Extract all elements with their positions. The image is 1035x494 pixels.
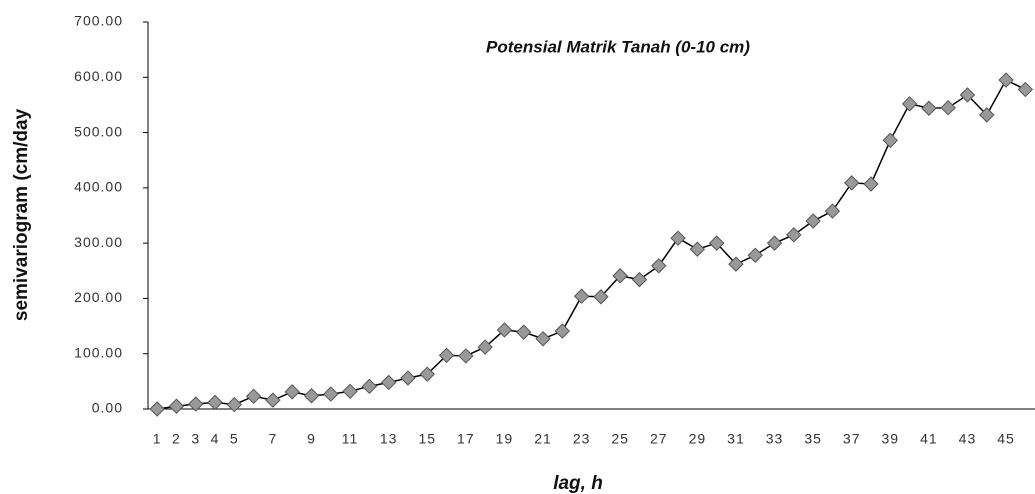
x-tick-label: 25 bbox=[611, 431, 629, 447]
x-tick-label: 23 bbox=[573, 431, 591, 447]
chart-title: Potensial Matrik Tanah (0-10 cm) bbox=[486, 37, 750, 56]
marker bbox=[1017, 81, 1034, 98]
marker bbox=[766, 235, 783, 251]
marker bbox=[149, 401, 165, 417]
marker bbox=[458, 348, 474, 364]
marker bbox=[380, 374, 397, 391]
marker bbox=[496, 322, 513, 338]
marker bbox=[612, 268, 628, 284]
marker bbox=[940, 99, 956, 116]
marker bbox=[979, 107, 995, 123]
x-tick-label: 41 bbox=[920, 431, 938, 447]
marker bbox=[226, 396, 243, 413]
y-axis-label: semivariogram (cm/day bbox=[11, 108, 32, 321]
x-tick-label: 7 bbox=[269, 431, 278, 447]
marker bbox=[516, 324, 532, 340]
marker bbox=[188, 396, 204, 412]
x-tick-label: 27 bbox=[650, 431, 668, 447]
marker bbox=[998, 72, 1014, 88]
x-tick-label: 45 bbox=[997, 431, 1015, 447]
series-line bbox=[157, 79, 1026, 410]
x-tick-label: 33 bbox=[766, 431, 784, 447]
x-axis-label: lag, h bbox=[553, 473, 603, 494]
y-tick-label: 200.00 bbox=[74, 289, 123, 305]
marker bbox=[168, 398, 185, 414]
marker bbox=[901, 96, 918, 112]
marker bbox=[419, 366, 435, 382]
marker bbox=[651, 258, 667, 274]
marker bbox=[535, 331, 551, 347]
marker bbox=[863, 176, 879, 192]
x-tick-label: 4 bbox=[211, 431, 220, 447]
x-tick-label: 11 bbox=[342, 431, 359, 447]
x-tick-label: 39 bbox=[882, 431, 900, 447]
x-tick-label: 31 bbox=[727, 431, 745, 447]
x-tick-label: 3 bbox=[191, 431, 200, 447]
marker bbox=[361, 378, 378, 395]
marker bbox=[631, 271, 648, 288]
marker bbox=[303, 388, 320, 404]
marker bbox=[245, 388, 262, 404]
y-tick-label: 400.00 bbox=[74, 179, 123, 195]
marker bbox=[207, 394, 223, 411]
x-tick-label: 35 bbox=[804, 431, 822, 447]
y-tick-label: 700.00 bbox=[74, 13, 123, 29]
marker bbox=[882, 132, 899, 149]
marker bbox=[554, 323, 571, 339]
x-tick-label: 9 bbox=[307, 431, 316, 447]
marker bbox=[844, 175, 860, 191]
marker bbox=[747, 247, 763, 264]
marker bbox=[786, 227, 802, 243]
y-tick-label: 0.00 bbox=[92, 400, 123, 416]
marker bbox=[323, 386, 339, 402]
marker bbox=[284, 384, 300, 400]
x-tick-label: 21 bbox=[534, 431, 552, 447]
y-tick-label: 600.00 bbox=[74, 68, 123, 84]
marker bbox=[805, 213, 821, 229]
marker bbox=[670, 230, 686, 246]
marker bbox=[400, 370, 416, 386]
x-tick-label: 17 bbox=[457, 431, 475, 447]
marker bbox=[689, 241, 706, 257]
marker bbox=[593, 289, 609, 305]
marker bbox=[921, 100, 937, 116]
x-tick-label: 2 bbox=[172, 431, 181, 447]
marker bbox=[728, 256, 744, 272]
x-tick-label: 15 bbox=[418, 431, 436, 447]
y-tick-label: 100.00 bbox=[74, 344, 123, 360]
y-tick-label: 300.00 bbox=[74, 234, 123, 250]
x-tick-label: 5 bbox=[230, 431, 239, 447]
x-tick-label: 1 bbox=[153, 431, 162, 447]
x-tick-label: 29 bbox=[689, 431, 707, 447]
marker bbox=[477, 339, 493, 355]
x-tick-label: 19 bbox=[496, 431, 514, 447]
x-tick-label: 43 bbox=[959, 431, 977, 447]
marker bbox=[824, 203, 841, 219]
marker bbox=[708, 235, 725, 251]
marker bbox=[573, 288, 590, 304]
marker bbox=[438, 347, 455, 364]
x-tick-label: 13 bbox=[380, 431, 398, 447]
y-tick-label: 500.00 bbox=[74, 123, 123, 139]
marker bbox=[265, 392, 281, 408]
marker bbox=[959, 87, 976, 103]
x-tick-label: 37 bbox=[843, 431, 861, 447]
marker bbox=[342, 383, 358, 400]
